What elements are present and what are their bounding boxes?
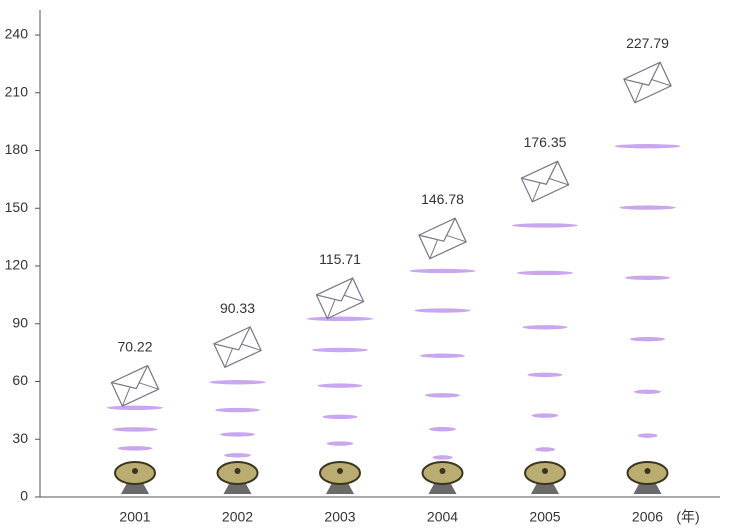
envelope-fold xyxy=(548,178,569,186)
envelope-flap xyxy=(521,161,559,185)
envelope xyxy=(520,160,570,203)
x-tick-label: 2006 xyxy=(632,509,663,525)
signal-wave xyxy=(317,383,363,388)
value-label: 146.78 xyxy=(421,191,464,207)
envelope-fold xyxy=(343,294,364,303)
signal-wave xyxy=(112,427,158,432)
x-unit: (年) xyxy=(676,509,699,525)
y-tick-label: 120 xyxy=(5,257,29,273)
signal-wave xyxy=(106,405,164,410)
y-tick-label: 210 xyxy=(5,83,29,99)
y-tick-label: 30 xyxy=(12,430,28,446)
envelope-flap xyxy=(316,277,354,302)
value-label: 70.22 xyxy=(117,339,152,355)
envelope xyxy=(418,217,467,260)
dish-stand xyxy=(121,483,149,494)
envelope-body xyxy=(520,160,570,203)
dish-feed xyxy=(234,468,241,474)
envelope xyxy=(623,61,672,104)
envelope-fold xyxy=(326,299,336,319)
envelope-fold xyxy=(651,79,672,87)
signal-wave xyxy=(619,205,676,210)
envelope-body xyxy=(623,61,672,104)
signal-wave xyxy=(629,336,666,342)
y-tick-label: 240 xyxy=(5,26,29,42)
x-tick-label: 2001 xyxy=(119,509,150,525)
signal-wave xyxy=(429,426,456,432)
x-tick-label: 2003 xyxy=(324,509,355,525)
envelope-body xyxy=(213,326,262,369)
y-tick-label: 0 xyxy=(20,488,28,504)
x-tick-label: 2005 xyxy=(529,509,560,525)
x-tick-label: 2002 xyxy=(222,509,253,525)
signal-wave xyxy=(219,432,256,437)
signal-wave xyxy=(414,308,471,313)
signal-wave xyxy=(307,316,373,322)
y-tick-label: 90 xyxy=(12,314,28,330)
signal-wave xyxy=(409,268,476,274)
signal-wave xyxy=(311,347,369,353)
signal-wave xyxy=(535,447,555,452)
signal-wave xyxy=(634,389,661,394)
envelope-fold xyxy=(241,343,262,351)
signal-wave xyxy=(625,275,670,280)
y-tick-label: 60 xyxy=(12,372,28,388)
dish-feed xyxy=(542,468,548,474)
envelope xyxy=(110,364,160,407)
value-label: 176.35 xyxy=(524,134,567,150)
envelope xyxy=(213,326,262,369)
signal-wave xyxy=(424,393,461,398)
envelope-fold xyxy=(138,382,159,390)
envelope-fold xyxy=(121,386,131,407)
value-label: 90.33 xyxy=(220,300,255,316)
value-label: 115.71 xyxy=(319,251,361,267)
signal-wave xyxy=(215,407,260,413)
signal-wave xyxy=(224,453,251,458)
signal-wave xyxy=(637,433,658,438)
dish-stand xyxy=(633,483,662,494)
signal-wave xyxy=(527,372,563,377)
signal-wave xyxy=(432,455,453,460)
signal-wave xyxy=(522,325,568,330)
dish-feed xyxy=(644,468,651,474)
signal-wave xyxy=(614,144,681,149)
envelope-body xyxy=(418,217,467,260)
dish-feed xyxy=(132,468,138,474)
dish-feed xyxy=(337,468,343,474)
signal-wave xyxy=(117,446,153,451)
signal-wave xyxy=(516,270,574,276)
signal-wave xyxy=(326,441,354,446)
envelope-fold xyxy=(429,239,439,259)
envelope-fold xyxy=(446,234,467,243)
dish-stand xyxy=(531,483,559,494)
dish-stand xyxy=(326,483,354,494)
value-label: 227.79 xyxy=(626,35,669,51)
envelope-body xyxy=(315,277,365,320)
y-tick-label: 150 xyxy=(5,199,29,215)
envelope-fold xyxy=(224,348,234,368)
dish-feed xyxy=(439,468,446,474)
envelope-flap xyxy=(418,217,456,242)
envelope-flap xyxy=(111,365,149,390)
envelope-fold xyxy=(531,182,541,202)
signal-wave xyxy=(531,413,559,418)
signal-wave xyxy=(209,380,266,385)
envelope xyxy=(315,277,365,320)
envelope-flap xyxy=(213,326,251,351)
signal-wave xyxy=(322,414,358,420)
dish-stand xyxy=(223,483,252,494)
dish-stand xyxy=(428,483,457,494)
envelope-body xyxy=(110,364,160,407)
signal-wave xyxy=(512,223,578,228)
y-tick-label: 180 xyxy=(5,141,29,157)
signal-wave xyxy=(420,353,465,358)
envelope-fold xyxy=(634,83,644,103)
envelope-flap xyxy=(623,62,661,86)
x-tick-label: 2004 xyxy=(427,509,458,525)
